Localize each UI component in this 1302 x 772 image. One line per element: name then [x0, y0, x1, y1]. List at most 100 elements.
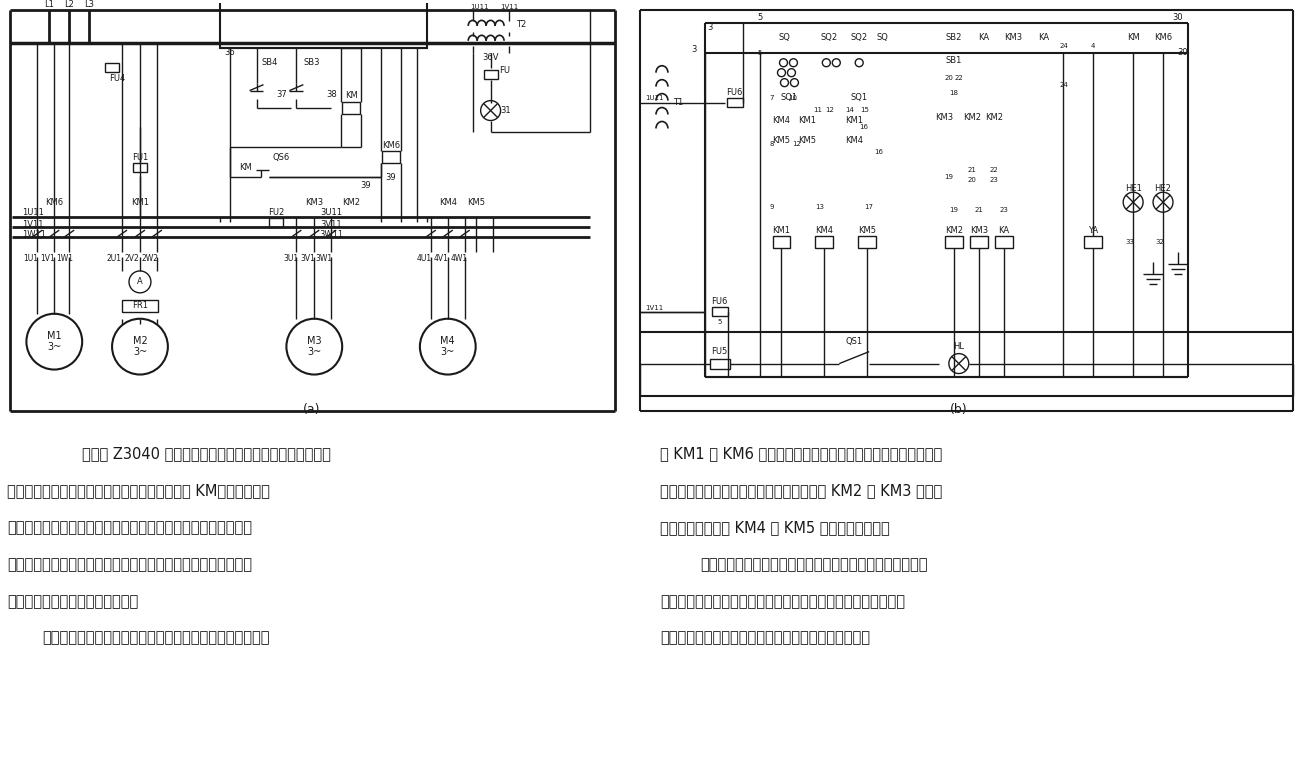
Text: KM6: KM6: [1154, 33, 1172, 42]
Text: 21: 21: [974, 207, 983, 213]
Text: 4U1: 4U1: [417, 255, 431, 263]
Text: M4
3~: M4 3~: [440, 336, 456, 357]
Text: FU6: FU6: [712, 297, 728, 306]
Text: 5: 5: [717, 319, 721, 325]
Text: 1V11: 1V11: [22, 219, 44, 229]
Text: 3W11: 3W11: [319, 229, 344, 239]
Text: 7: 7: [769, 95, 773, 100]
Circle shape: [1124, 192, 1143, 212]
Text: FU2: FU2: [268, 208, 285, 217]
Bar: [712, 307, 728, 317]
Text: 14: 14: [845, 107, 854, 113]
Text: (a): (a): [302, 403, 320, 416]
Text: KM3: KM3: [1005, 33, 1022, 42]
Text: 机岚的主轴旋转和摇臂升降不用按鈕操作而采用了不自动复位的: 机岚的主轴旋转和摇臂升降不用按鈕操作而采用了不自动复位的: [8, 520, 253, 535]
Bar: [381, 151, 400, 164]
Bar: [483, 70, 497, 80]
Bar: [945, 236, 962, 248]
Text: 3U1: 3U1: [284, 255, 299, 263]
Text: M1
3~: M1 3~: [47, 331, 61, 353]
Text: KM5: KM5: [858, 225, 876, 235]
Bar: [772, 236, 790, 248]
Circle shape: [949, 354, 969, 374]
Text: 1U11: 1U11: [644, 95, 664, 100]
Bar: [270, 218, 284, 227]
Text: 零压保护和一定的欠压保护作用。: 零压保护和一定的欠压保护作用。: [8, 594, 139, 608]
Text: KM4: KM4: [439, 198, 457, 207]
Text: FU1: FU1: [132, 153, 148, 162]
Text: 39: 39: [385, 173, 396, 181]
Text: QS1: QS1: [846, 337, 863, 346]
Text: T2: T2: [517, 20, 527, 29]
Circle shape: [788, 69, 796, 76]
Text: KM2: KM2: [342, 198, 361, 207]
Text: T1: T1: [673, 98, 684, 107]
Text: 8: 8: [769, 141, 773, 147]
Text: 32: 32: [1156, 239, 1164, 245]
Text: KM: KM: [1126, 33, 1139, 42]
Text: 3V11: 3V11: [320, 219, 342, 229]
Bar: [105, 63, 118, 73]
Circle shape: [780, 59, 788, 66]
Text: 24: 24: [1059, 42, 1068, 49]
Text: 20: 20: [967, 178, 976, 183]
Text: FU6: FU6: [727, 88, 743, 97]
Text: 器 KM1 和 KM6 分别控制。立柱夹紧电动机和摇臂升降电动机都: 器 KM1 和 KM6 分别控制。立柱夹紧电动机和摇臂升降电动机都: [660, 446, 943, 461]
Bar: [970, 236, 988, 248]
Bar: [122, 300, 158, 312]
Text: 1U11: 1U11: [22, 208, 44, 217]
Text: L2: L2: [64, 1, 74, 9]
Text: KM6: KM6: [46, 198, 64, 207]
Circle shape: [823, 59, 831, 66]
Text: 机岚安装时，应该注意相序。控制回路包括电源接触器和冷: 机岚安装时，应该注意相序。控制回路包括电源接触器和冷: [699, 557, 927, 572]
Text: KM4: KM4: [772, 116, 790, 125]
Text: 11: 11: [812, 107, 822, 113]
Text: 5: 5: [756, 13, 762, 22]
Text: SQ: SQ: [779, 33, 790, 42]
Text: SQ: SQ: [876, 33, 888, 42]
Text: KM3: KM3: [305, 198, 323, 207]
Text: KM4: KM4: [815, 225, 833, 235]
Text: 1U1: 1U1: [23, 255, 38, 263]
Circle shape: [129, 271, 151, 293]
Text: 3: 3: [707, 23, 712, 32]
Text: 30: 30: [1173, 13, 1184, 22]
Text: 19: 19: [944, 174, 953, 181]
Text: 5: 5: [758, 49, 762, 56]
Text: 4V1: 4V1: [434, 255, 448, 263]
Text: KM3: KM3: [970, 225, 988, 235]
Text: 3: 3: [691, 46, 697, 54]
Circle shape: [419, 319, 475, 374]
Text: 36V: 36V: [482, 53, 499, 63]
Text: 3W1: 3W1: [315, 255, 333, 263]
Text: 所示是 Z3040 型摇臂钒射机电气原理图（改进），电路中: 所示是 Z3040 型摇臂钒射机电气原理图（改进），电路中: [82, 446, 331, 461]
Text: QS6: QS6: [273, 153, 290, 162]
Text: 30: 30: [1177, 49, 1187, 57]
Text: 2W2: 2W2: [142, 255, 159, 263]
Text: 却泵的控制，主轴电动机和摇臂升降电动机的控制，摇臂升降和: 却泵的控制，主轴电动机和摇臂升降电动机的控制，摇臂升降和: [660, 594, 905, 608]
Text: KM2: KM2: [945, 225, 963, 235]
Text: 24: 24: [1059, 82, 1068, 88]
Text: KM2: KM2: [962, 113, 980, 122]
Text: KM1: KM1: [132, 198, 148, 207]
Text: 1V11: 1V11: [644, 305, 663, 311]
Text: KM: KM: [345, 91, 358, 100]
Text: 3U11: 3U11: [320, 208, 342, 217]
Text: KM6: KM6: [381, 141, 400, 150]
Text: KM1: KM1: [845, 116, 863, 125]
Text: 16: 16: [859, 124, 868, 130]
Text: KA: KA: [978, 33, 990, 42]
Text: 19: 19: [949, 207, 958, 213]
Circle shape: [112, 319, 168, 374]
Text: L3: L3: [85, 1, 94, 9]
Text: 23: 23: [990, 178, 999, 183]
Text: HE1: HE1: [1125, 184, 1142, 193]
Text: 15: 15: [859, 107, 868, 113]
Circle shape: [832, 59, 840, 66]
Text: 1V1: 1V1: [40, 255, 55, 263]
Circle shape: [286, 319, 342, 374]
Text: L1: L1: [44, 1, 55, 9]
Text: 33: 33: [1126, 239, 1134, 245]
Text: 主电动机和冷却泵电动机都只需要单方向旋转，所以用接触: 主电动机和冷却泵电动机都只需要单方向旋转，所以用接触: [43, 631, 270, 645]
Text: SQ2: SQ2: [850, 33, 867, 42]
